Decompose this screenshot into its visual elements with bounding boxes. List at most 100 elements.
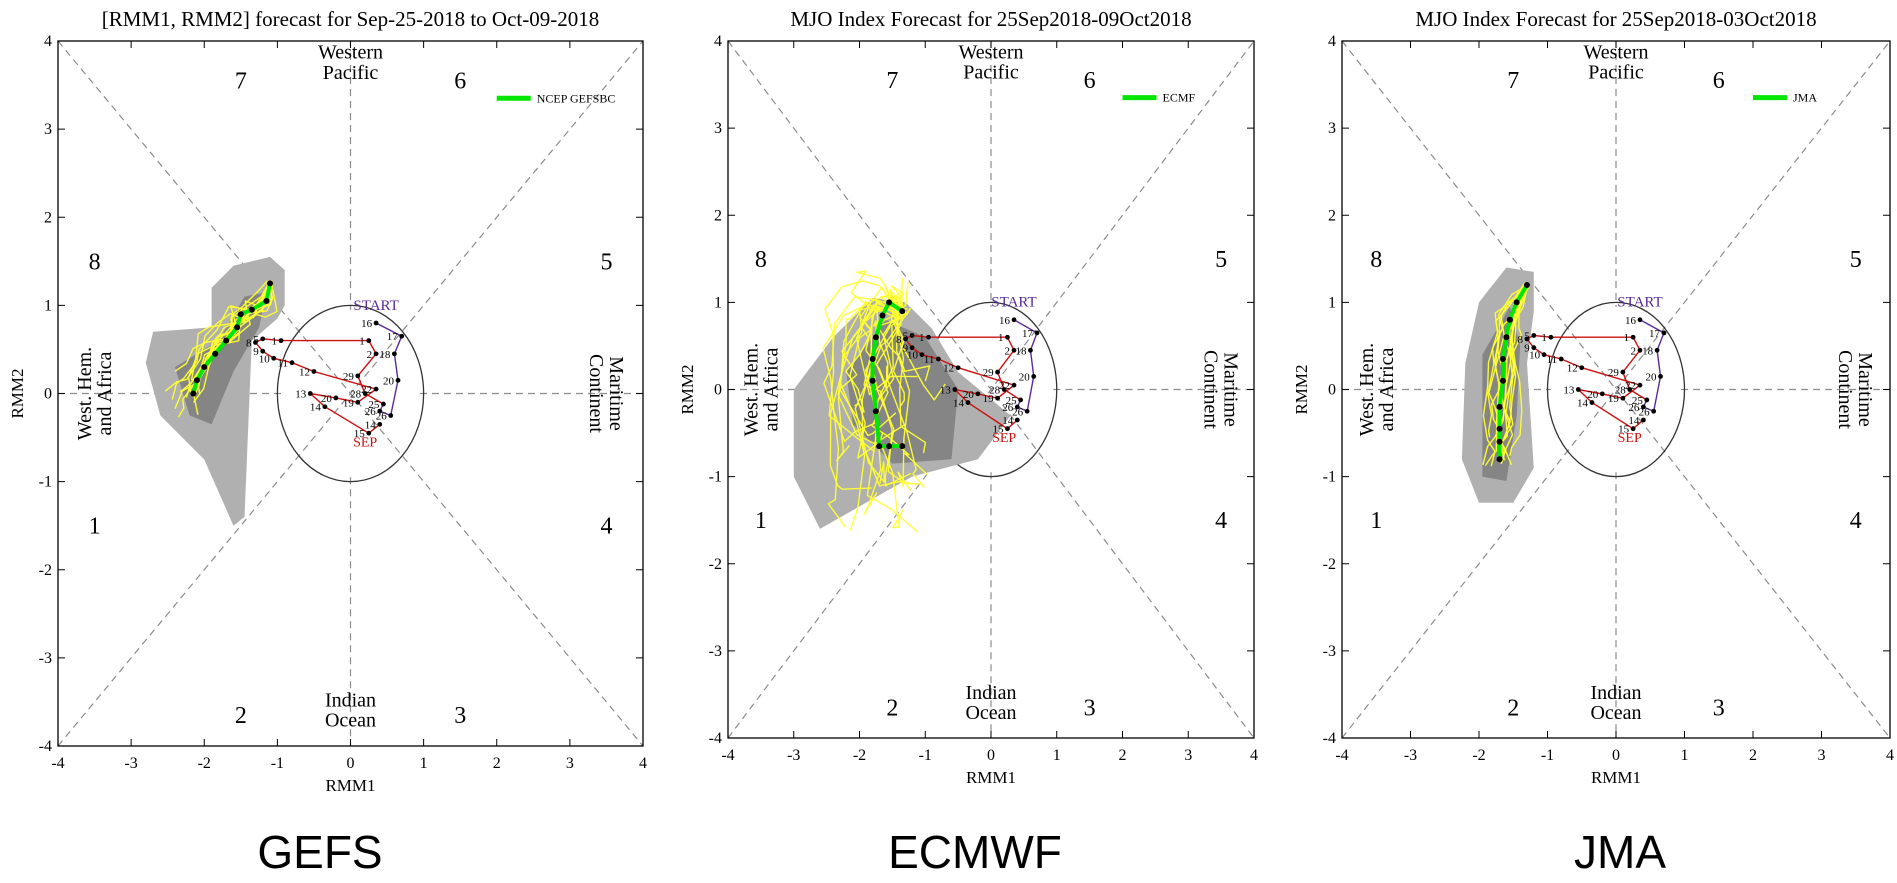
region-label-western-pacific: Western xyxy=(1583,41,1648,63)
y-tick-label: -2 xyxy=(39,562,52,579)
observed-day-label: 22 xyxy=(999,380,1010,392)
legend-label: ECMF xyxy=(1163,91,1196,105)
phase-number: 7 xyxy=(235,69,247,95)
observed-day-label: 25 xyxy=(1006,395,1018,407)
observed-day-label: 1 xyxy=(998,332,1004,344)
chart-panel-ecmwf: MJO Index Forecast for 25Sep2018-09Oct20… xyxy=(678,7,1258,878)
observed-day-label: 11 xyxy=(924,354,935,366)
observed-day-label: 28 xyxy=(350,389,362,401)
observed-day-label: 8 xyxy=(1517,334,1523,346)
observed-point-oct xyxy=(1011,317,1017,323)
amplitude-one-circle xyxy=(276,304,425,483)
observed-point-sep xyxy=(1011,382,1017,388)
ensemble-mean-point xyxy=(201,364,208,371)
y-tick-label: 1 xyxy=(44,297,52,314)
observed-point-oct xyxy=(395,377,401,383)
phase-number: 2 xyxy=(235,703,247,729)
x-tick-label: 3 xyxy=(566,755,574,772)
ensemble-member-line xyxy=(1482,285,1528,466)
x-tick-label: -2 xyxy=(1472,747,1485,764)
ensemble-mean-point xyxy=(248,306,255,313)
observed-point-sep xyxy=(373,351,379,357)
ensemble-mean-point xyxy=(223,337,230,344)
observed-point-oct xyxy=(1024,408,1030,414)
phase-number: 5 xyxy=(1215,247,1227,273)
x-tick-label: -4 xyxy=(51,755,64,772)
observed-point-sep xyxy=(1644,397,1650,403)
observed-point-sep xyxy=(919,352,925,358)
observed-day-label: 14 xyxy=(953,398,965,410)
observed-point-sep xyxy=(1014,417,1020,423)
observed-day-label: 19 xyxy=(343,397,355,409)
ensemble-mean-point xyxy=(886,443,893,450)
observed-point-sep xyxy=(307,391,313,396)
y-tick-label: -1 xyxy=(709,469,722,486)
ensemble-mean-point xyxy=(1499,356,1506,363)
ensemble-mean-point xyxy=(872,408,879,415)
ensemble-member-line xyxy=(1488,282,1530,429)
observed-day-label: 12 xyxy=(1567,363,1578,375)
phase-number: 4 xyxy=(1215,508,1227,534)
region-label-western-pacific: Western xyxy=(318,42,383,64)
start-label: START xyxy=(353,298,398,314)
ensemble-mean-point xyxy=(263,297,270,304)
ensemble-mean-point xyxy=(234,324,241,331)
y-axis-label: RMM2 xyxy=(678,364,697,414)
x-tick-label: 0 xyxy=(347,755,355,772)
ensemble-spread-inner xyxy=(175,292,267,425)
observed-point-oct xyxy=(1031,374,1037,379)
panel-caption: JMA xyxy=(1574,826,1666,878)
amplitude-one-circle xyxy=(1546,301,1686,478)
observed-point-sep xyxy=(311,369,317,374)
phase-number: 5 xyxy=(600,249,612,275)
x-tick-label: -2 xyxy=(853,747,866,764)
x-tick-label: -3 xyxy=(124,755,137,772)
x-tick-label: 1 xyxy=(1053,747,1061,764)
ensemble-member-line xyxy=(850,270,918,396)
y-tick-label: 1 xyxy=(714,294,722,311)
observed-point-oct xyxy=(373,320,379,326)
ensemble-member-line xyxy=(823,296,901,443)
y-tick-label: -2 xyxy=(709,556,722,573)
ensemble-mean-point xyxy=(899,443,906,450)
observed-point-sep xyxy=(1005,334,1010,340)
observed-day-label: 5 xyxy=(253,334,259,346)
y-tick-label: -2 xyxy=(1323,556,1336,573)
observed-day-label: 1 xyxy=(1624,332,1630,344)
observed-day-label: 18 xyxy=(379,349,391,361)
x-tick-label: 0 xyxy=(1612,747,1620,764)
y-tick-label: -3 xyxy=(709,643,722,660)
observed-point-oct xyxy=(1641,404,1646,410)
observed-day-label: 20 xyxy=(1646,371,1658,383)
x-tick-label: 2 xyxy=(1119,747,1127,764)
observed-point-sep xyxy=(936,356,941,362)
observed-day-label: 1 xyxy=(272,336,278,348)
region-label-west-hem: and Africa xyxy=(1376,347,1398,431)
start-label: START xyxy=(991,295,1036,311)
phase-number: 6 xyxy=(454,69,466,95)
x-tick-label: 4 xyxy=(639,755,647,772)
ensemble-member-line xyxy=(836,303,903,462)
diagonal-guide xyxy=(727,40,1255,739)
observed-point-sep xyxy=(1599,391,1605,397)
observed-day-label: 26 xyxy=(1012,406,1024,418)
ensemble-mean-point xyxy=(1503,334,1510,341)
observed-day-label: 2 xyxy=(1005,345,1011,357)
observed-day-label: 12 xyxy=(943,363,954,375)
ensemble-mean-point xyxy=(1499,377,1506,384)
observed-point-sep xyxy=(1627,387,1633,392)
ensemble-mean-point xyxy=(879,312,886,319)
chart-panel-gefs: [RMM1, RMM2] forecast for Sep-25-2018 to… xyxy=(8,7,647,878)
observed-day-label: 20 xyxy=(963,389,975,401)
observed-day-label: 10 xyxy=(907,350,919,362)
region-label-indian-ocean: Indian xyxy=(965,682,1016,704)
chart-panel-jma: MJO Index Forecast for 25Sep2018-03Oct20… xyxy=(1292,7,1894,878)
ensemble-mean-line xyxy=(870,300,904,449)
observed-day-label: 26 xyxy=(365,406,377,418)
observed-point-sep xyxy=(1589,400,1595,405)
region-label-maritime: Continent xyxy=(1834,350,1856,429)
ensemble-mean-point xyxy=(876,443,883,450)
phase-number: 8 xyxy=(1370,247,1382,273)
observed-point-sep xyxy=(1531,333,1537,338)
